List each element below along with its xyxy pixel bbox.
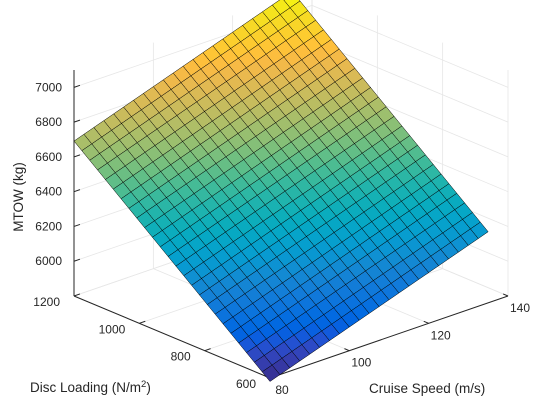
grid-line xyxy=(311,39,509,123)
z-tick xyxy=(73,223,81,227)
z-tick-label: 6600 xyxy=(35,150,62,164)
x-tick xyxy=(344,348,350,352)
x-tick-label: 80 xyxy=(275,383,289,397)
y-axis-line xyxy=(73,295,271,379)
z-tick-label: 6000 xyxy=(35,254,62,268)
z-tick-label: 6400 xyxy=(35,185,62,199)
y-tick xyxy=(204,348,211,352)
z-tick xyxy=(73,189,81,193)
tick-labels: 80 100 120 140 600 800 1000 1200 6000 6200 6400 660… xyxy=(33,80,530,397)
z-axis-label: MTOW (kg) xyxy=(11,162,26,232)
x-axis-line xyxy=(269,295,509,379)
y-tick-label: 1000 xyxy=(99,322,126,336)
z-tick-label: 6800 xyxy=(35,115,62,129)
y-axis-label: Disc Loading (N/m2) xyxy=(30,379,151,395)
x-tick xyxy=(423,320,429,324)
x-tick xyxy=(502,293,509,297)
z-tick xyxy=(73,154,81,158)
x-axis-label: Cruise Speed (m/s) xyxy=(369,381,485,396)
y-tick-label: 1200 xyxy=(33,295,60,309)
x-tick-label: 140 xyxy=(510,301,530,315)
y-tick xyxy=(73,293,81,297)
z-tick xyxy=(73,258,81,262)
y-tick xyxy=(139,320,146,324)
x-tick-label: 120 xyxy=(431,328,451,342)
z-tick-label: 6200 xyxy=(35,219,62,233)
y-tick-label: 600 xyxy=(236,377,256,391)
surface-mesh xyxy=(73,0,489,382)
surface-patch xyxy=(261,364,281,382)
z-tick-label: 7000 xyxy=(35,80,62,94)
y-tick-label: 800 xyxy=(171,350,191,364)
z-tick xyxy=(73,119,81,123)
x-tick-label: 100 xyxy=(351,356,371,370)
z-tick xyxy=(73,84,81,88)
grid-line xyxy=(311,5,509,88)
